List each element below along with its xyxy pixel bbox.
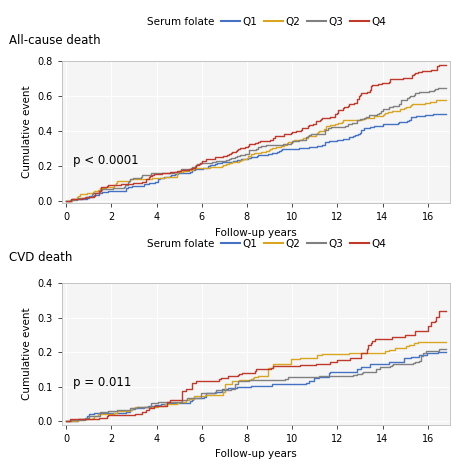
X-axis label: Follow-up years: Follow-up years: [215, 228, 297, 237]
Text: CVD death: CVD death: [9, 251, 73, 264]
X-axis label: Follow-up years: Follow-up years: [215, 449, 297, 459]
Text: All-cause death: All-cause death: [9, 34, 101, 47]
Y-axis label: Cumulative event: Cumulative event: [22, 86, 32, 178]
Text: p < 0.0001: p < 0.0001: [73, 154, 139, 167]
Y-axis label: Cumulative event: Cumulative event: [22, 308, 32, 400]
Text: p = 0.011: p = 0.011: [73, 376, 132, 389]
Legend: Serum folate, Q1, Q2, Q3, Q4: Serum folate, Q1, Q2, Q3, Q4: [121, 13, 391, 31]
Legend: Serum folate, Q1, Q2, Q3, Q4: Serum folate, Q1, Q2, Q3, Q4: [121, 235, 391, 253]
